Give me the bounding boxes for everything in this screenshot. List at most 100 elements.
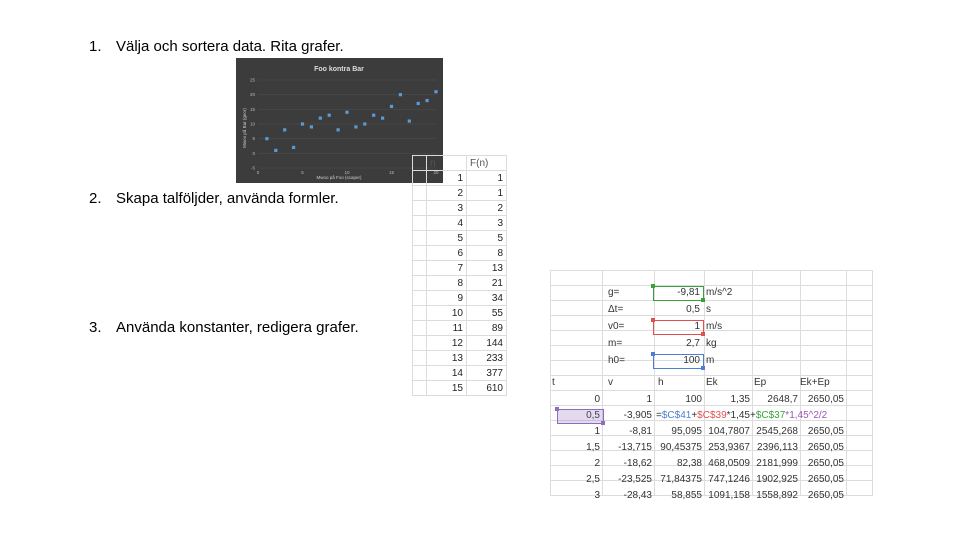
sheet-cell[interactable]: 12 [426,335,467,351]
sheet-cell[interactable]: 233 [466,350,507,366]
sheet-cell[interactable]: 3 [466,215,507,231]
sheet-cell[interactable]: 1,35 [730,394,750,405]
sheet-cell[interactable]: 2650,05 [807,394,844,405]
sheet-cell[interactable]: 89 [466,320,507,336]
sheet-cell[interactable]: 1091,158 [708,490,750,501]
grid-column-line [704,270,705,496]
sheet-cell[interactable]: 1 [426,170,467,186]
sheet-cell[interactable]: 15 [426,380,467,396]
sheet-cell[interactable]: 82,38 [676,458,702,469]
sheet-cell[interactable]: -18,62 [623,458,652,469]
sheet-cell[interactable]: 34 [466,290,507,306]
constant-value[interactable]: 2,7 [686,338,700,349]
sheet-cell[interactable]: 747,1246 [708,474,750,485]
column-header: Ek+Ep [800,377,830,388]
selection-handle [555,407,559,411]
sheet-cell[interactable]: 8 [426,275,467,291]
sheet-cell[interactable]: 2 [426,185,467,201]
table-header-row: n F(n) [412,155,507,171]
sheet-cell[interactable]: 610 [466,380,507,396]
chart-ytick-label: 15 [250,107,256,112]
constant-unit: m/s^2 [706,287,733,298]
sheet-cell[interactable]: 2,5 [586,474,600,485]
list-number: 2. [89,190,102,207]
sheet-cell[interactable]: 0,5 [586,410,600,421]
chart-xtick-label: 15 [389,170,395,175]
sheet-cell[interactable]: 468,0509 [708,458,750,469]
sheet-cell[interactable]: n [426,155,467,171]
sheet-cell[interactable]: 13 [426,350,467,366]
sheet-cell[interactable]: 2650,05 [807,490,844,501]
sheet-cell[interactable]: 58,855 [671,490,702,501]
scatter-chart: Foo kontra Bar Mwoo på Foo (scaper) Mwoo… [236,58,443,183]
constant-unit: s [706,304,711,315]
sheet-cell[interactable]: -23,525 [618,474,652,485]
sheet-cell[interactable]: -13,715 [618,442,652,453]
sheet-cell[interactable]: 2396,113 [757,442,798,453]
grid-row-line [550,480,872,481]
sheet-cell[interactable]: 1902,925 [756,474,798,485]
sheet-cell[interactable]: 6 [426,245,467,261]
sheet-cell[interactable]: 90,45375 [660,442,702,453]
grid-row-line [550,360,872,361]
selection-handle [701,366,705,370]
grid-row-line [550,420,872,421]
sheet-cell[interactable]: 3 [594,490,600,501]
constant-value[interactable]: 0,5 [686,304,700,315]
row-header-cell [412,290,427,306]
sheet-cell[interactable]: 2545,268 [756,426,798,437]
sheet-cell[interactable]: 55 [466,305,507,321]
sheet-cell[interactable]: 14 [426,365,467,381]
sheet-cell[interactable]: 104,7807 [708,426,750,437]
sheet-cell[interactable]: 10 [426,305,467,321]
sheet-cell[interactable]: 13 [466,260,507,276]
sheet-cell[interactable]: -28,43 [623,490,652,501]
sheet-cell[interactable]: 95,095 [671,426,702,437]
chart-point [327,113,331,117]
sheet-cell[interactable]: 5 [426,230,467,246]
grid-row-line [550,405,872,406]
sheet-cell[interactable]: 1 [646,394,652,405]
sheet-cell[interactable]: 2 [466,200,507,216]
table-row: 10 55 [412,305,507,321]
constant-value[interactable]: -9,81 [677,287,700,298]
grid-row-line [550,390,872,391]
sheet-cell[interactable]: 1 [466,170,507,186]
sheet-cell[interactable]: 1 [466,185,507,201]
scatter-chart-svg: Foo kontra Bar Mwoo på Foo (scaper) Mwoo… [241,66,439,180]
sheet-cell[interactable]: 1,5 [586,442,600,453]
grid-row-line [550,285,872,286]
sheet-cell[interactable]: 3 [426,200,467,216]
sheet-cell[interactable]: 1 [594,426,600,437]
sheet-cell[interactable]: 71,84375 [660,474,702,485]
sheet-cell[interactable]: -3,905 [623,410,652,421]
row-header-cell [412,320,427,336]
sheet-cell[interactable]: 253,9367 [708,442,750,453]
sheet-cell[interactable]: 11 [426,320,467,336]
sheet-cell[interactable]: 1558,892 [756,490,798,501]
sheet-cell[interactable]: 2181,999 [756,458,798,469]
table-row: 8 21 [412,275,507,291]
sheet-cell[interactable]: 5 [466,230,507,246]
sheet-cell[interactable]: 0 [594,394,600,405]
constant-value[interactable]: 100 [683,355,700,366]
formula-cell[interactable]: =$C$41+$C$39*1,45+$C$37*1,45^2/2 [656,408,827,423]
sheet-cell[interactable]: 8 [466,245,507,261]
sheet-cell[interactable]: 2650,05 [807,474,844,485]
sheet-cell[interactable]: 377 [466,365,507,381]
sheet-cell[interactable]: 2 [594,458,600,469]
sheet-cell[interactable]: -8,81 [629,426,652,437]
constant-value[interactable]: 1 [694,321,700,332]
sheet-cell[interactable]: 2650,05 [807,426,844,437]
sheet-cell[interactable]: 100 [685,394,702,405]
sheet-cell[interactable]: 7 [426,260,467,276]
sheet-cell[interactable]: 2650,05 [807,458,844,469]
sheet-cell[interactable]: 2650,05 [807,442,844,453]
sheet-cell[interactable]: 144 [466,335,507,351]
sheet-cell[interactable]: 21 [466,275,507,291]
sheet-cell[interactable]: 4 [426,215,467,231]
sheet-cell[interactable]: F(n) [466,155,507,171]
sheet-cell[interactable]: 2648,7 [767,394,798,405]
sheet-cell[interactable]: 9 [426,290,467,306]
